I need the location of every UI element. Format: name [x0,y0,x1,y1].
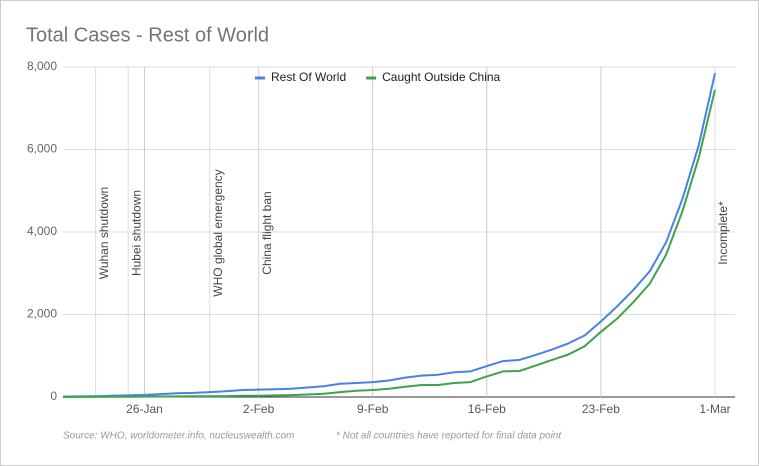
y-tick-label: 4,000 [27,224,57,238]
footnote: * Not all countries have reported for fi… [336,431,562,442]
legend-label: Caught Outside China [382,70,500,84]
x-tick-label: 26-Jan [126,402,163,416]
annotation-label: Incomplete* [716,201,730,265]
annotation-label: China flight ban [260,191,274,274]
footnote: Source: WHO, worldometer.info, nucleuswe… [63,431,294,442]
series-line [62,72,716,398]
x-tick-label: 23-Feb [582,402,620,416]
chart-title: Total Cases - Rest of World [26,24,269,46]
x-tick-label: 9-Feb [357,402,389,416]
legend-label: Rest Of World [271,70,346,84]
y-tick-label: 8,000 [27,59,57,73]
y-tick-label: 0 [50,389,57,403]
series-line [62,89,716,398]
annotation-label: Wuhan shutdown [97,187,111,280]
x-tick-label: 1-Mar [699,402,730,416]
y-tick-label: 2,000 [27,307,57,321]
x-tick-label: 2-Feb [243,402,275,416]
x-tick-label: 16-Feb [468,402,506,416]
annotation-label: Hubei shutdown [129,190,143,276]
y-tick-label: 6,000 [27,142,57,156]
annotation-label: WHO global emergency [211,169,225,296]
